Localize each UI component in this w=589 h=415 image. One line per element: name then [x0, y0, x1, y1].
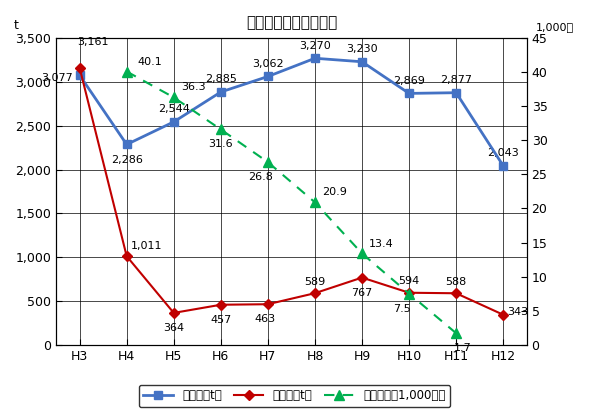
埋立量（t）: [499, 312, 507, 317]
Text: 2,286: 2,286: [111, 154, 143, 164]
Text: 36.3: 36.3: [181, 83, 206, 93]
残余容量（1,000㎥）: [359, 251, 366, 256]
残余容量（1,000㎥）: [170, 95, 177, 100]
Text: 3,270: 3,270: [299, 41, 331, 51]
Text: 40.1: 40.1: [138, 56, 163, 66]
Text: 3,077: 3,077: [41, 73, 72, 83]
焼却量（t）: [359, 59, 366, 64]
Text: 20.9: 20.9: [322, 188, 347, 198]
Text: 589: 589: [305, 277, 326, 287]
Text: 2,885: 2,885: [205, 74, 237, 84]
Text: 2,544: 2,544: [158, 104, 190, 114]
埋立量（t）: [170, 310, 177, 315]
焼却量（t）: [217, 90, 224, 95]
Text: 2,869: 2,869: [393, 76, 425, 85]
Legend: 焼却量（t）, 埋立量（t）, 残余容量（1,000㎥）: 焼却量（t）, 埋立量（t）, 残余容量（1,000㎥）: [138, 385, 451, 407]
Text: 457: 457: [210, 315, 231, 325]
埋立量（t）: [123, 254, 130, 259]
残余容量（1,000㎥）: [406, 291, 413, 296]
Text: 588: 588: [445, 277, 466, 287]
埋立量（t）: [406, 290, 413, 295]
Text: 3,161: 3,161: [77, 37, 108, 46]
Text: 3,230: 3,230: [346, 44, 378, 54]
Text: 1.7: 1.7: [454, 343, 472, 353]
埋立量（t）: [452, 291, 459, 296]
残余容量（1,000㎥）: [264, 160, 272, 165]
Line: 埋立量（t）: 埋立量（t）: [76, 64, 507, 318]
埋立量（t）: [217, 302, 224, 307]
焼却量（t）: [76, 73, 83, 78]
埋立量（t）: [76, 65, 83, 70]
焼却量（t）: [123, 142, 130, 147]
Text: 3,062: 3,062: [252, 59, 284, 69]
Text: 31.6: 31.6: [209, 139, 233, 149]
残余容量（1,000㎥）: [452, 331, 459, 336]
Text: 343: 343: [507, 307, 528, 317]
Line: 残余容量（1,000㎥）: 残余容量（1,000㎥）: [122, 67, 461, 338]
焼却量（t）: [264, 74, 272, 79]
Text: 767: 767: [352, 288, 373, 298]
Text: 1,011: 1,011: [131, 241, 163, 251]
残余容量（1,000㎥）: [123, 69, 130, 74]
Text: 2,877: 2,877: [440, 75, 472, 85]
Text: 26.8: 26.8: [249, 172, 273, 182]
残余容量（1,000㎥）: [312, 200, 319, 205]
焼却量（t）: [452, 90, 459, 95]
焼却量（t）: [499, 163, 507, 168]
焼却量（t）: [406, 91, 413, 96]
Title: 焼却量と埋立量の推移: 焼却量と埋立量の推移: [246, 15, 337, 30]
焼却量（t）: [170, 120, 177, 124]
Line: 焼却量（t）: 焼却量（t）: [75, 54, 507, 170]
Text: 13.4: 13.4: [369, 239, 393, 249]
焼却量（t）: [312, 56, 319, 61]
残余容量（1,000㎥）: [217, 127, 224, 132]
埋立量（t）: [359, 275, 366, 280]
埋立量（t）: [264, 302, 272, 307]
埋立量（t）: [312, 290, 319, 295]
Text: t: t: [14, 19, 19, 32]
Text: 463: 463: [254, 314, 276, 324]
Text: 7.5: 7.5: [393, 304, 411, 314]
Text: 364: 364: [163, 323, 184, 333]
Text: 1,000㎥: 1,000㎥: [536, 22, 574, 32]
Text: 594: 594: [398, 276, 420, 286]
Text: 2,043: 2,043: [487, 148, 519, 158]
